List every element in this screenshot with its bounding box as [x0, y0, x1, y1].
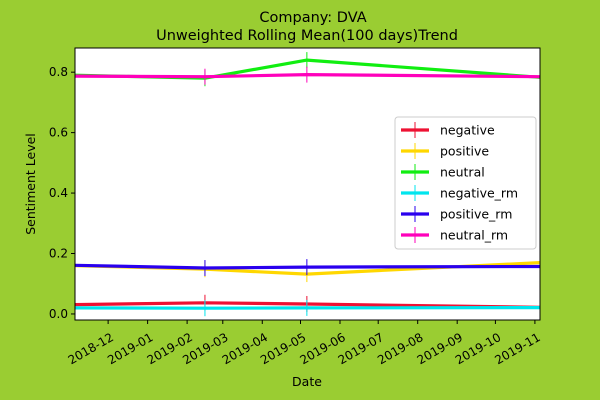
legend-label-neutral_rm: neutral_rm	[440, 228, 508, 243]
x-axis: 2018-122019-012019-022019-032019-042019-…	[66, 320, 543, 367]
x-axis-label: Date	[292, 374, 322, 389]
y-axis: 0.0 0.2 0.4 0.6 0.8	[49, 65, 75, 321]
plot-frame	[74, 47, 541, 321]
legend-label-negative_rm: negative_rm	[440, 186, 518, 201]
series-layer	[74, 52, 541, 317]
legend-label-positive: positive	[440, 144, 489, 159]
legend-label-negative: negative	[440, 123, 495, 138]
y-axis-label: Sentiment Level	[23, 133, 38, 235]
y-tick-label: 0.2	[49, 247, 68, 261]
series-line-positive_rm	[74, 263, 541, 270]
y-tick-label: 0.4	[49, 186, 68, 200]
legend: negative positive neutral negative_rmpositi…	[394, 116, 537, 250]
x-tick-label: 2019-11	[492, 330, 542, 367]
y-tick-label: 0.0	[49, 307, 68, 321]
series-line-neutral_rm	[74, 72, 541, 79]
chart-title: Company: DVA	[259, 10, 366, 26]
chart-subtitle: Unweighted Rolling Mean(100 days)Trend	[156, 28, 458, 44]
y-tick-label: 0.8	[49, 65, 68, 79]
legend-box	[394, 116, 537, 250]
series-line-negative	[74, 301, 541, 309]
legend-label-positive_rm: positive_rm	[440, 207, 512, 222]
y-tick-label: 0.6	[49, 126, 68, 140]
legend-label-neutral: neutral	[440, 165, 485, 180]
series-line-negative_rm	[74, 306, 541, 310]
